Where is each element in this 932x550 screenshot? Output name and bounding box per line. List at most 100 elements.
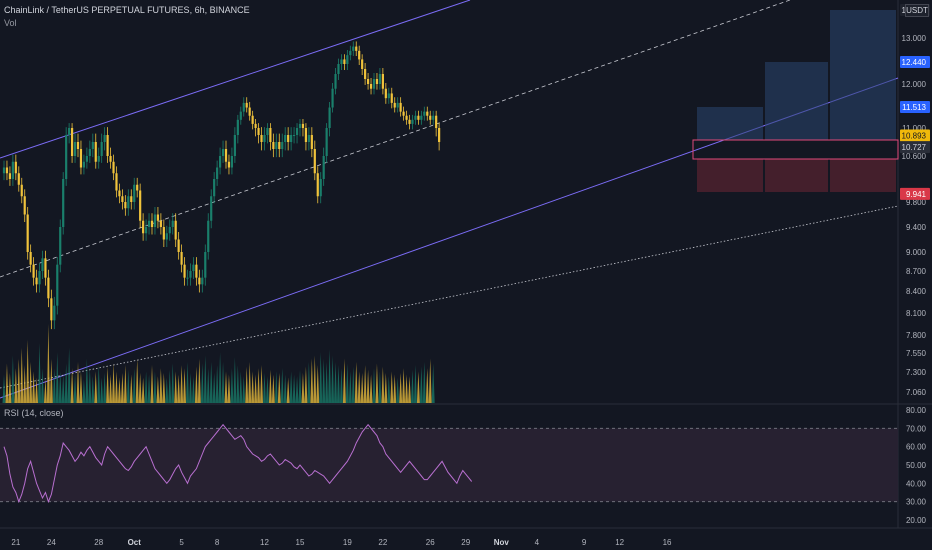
- price-tick-label: 8.100: [906, 309, 927, 318]
- rsi-tick-label: 20.00: [906, 516, 927, 525]
- candle-body: [124, 202, 127, 209]
- candle-body: [245, 102, 248, 108]
- candle-body: [417, 115, 420, 120]
- candle-body: [361, 59, 364, 69]
- volume-bar: [357, 371, 361, 403]
- volume-bar: [411, 369, 414, 403]
- candle-body: [405, 115, 408, 120]
- currency-badge[interactable]: USDT: [905, 4, 929, 17]
- volume-bar: [298, 369, 302, 403]
- time-tick-label: 9: [582, 538, 587, 547]
- candle-body: [106, 135, 109, 156]
- candle-body: [393, 102, 396, 108]
- candle-body: [112, 161, 115, 174]
- volume-bar: [425, 368, 429, 403]
- time-tick-label: Nov: [494, 538, 510, 547]
- volume-bar: [325, 361, 329, 403]
- candle-body: [414, 115, 417, 120]
- candle-body: [133, 184, 136, 202]
- volume-bar: [159, 368, 163, 403]
- candle-body: [224, 149, 228, 162]
- volume-bar: [11, 355, 15, 403]
- candle-body: [420, 115, 423, 120]
- price-badge: 9.941: [900, 187, 930, 200]
- volume-bar: [431, 363, 435, 403]
- time-tick-label: 19: [343, 538, 352, 547]
- candle-body: [239, 111, 242, 120]
- candle-body: [82, 161, 86, 168]
- volume-bar: [117, 377, 121, 403]
- price-badge: 11.513: [900, 101, 930, 113]
- volume-bar: [342, 358, 346, 403]
- price-tick-label: 11.000: [902, 124, 926, 133]
- price-badge-box: [900, 187, 930, 200]
- candle-body: [186, 277, 189, 279]
- candle-body: [20, 184, 23, 197]
- volume-bar: [304, 366, 308, 403]
- candle-body: [35, 277, 38, 285]
- candle-body: [402, 111, 405, 116]
- forecast-box-1: [697, 107, 763, 140]
- volume-bar: [245, 366, 249, 403]
- volume-bar: [378, 371, 382, 403]
- candle-body: [290, 135, 293, 142]
- volume-bar: [286, 377, 290, 403]
- chart-title: ChainLink / TetherUS PERPETUAL FUTURES, …: [4, 5, 250, 15]
- volume-bar: [55, 352, 59, 403]
- volume-bar: [251, 371, 255, 403]
- volume-bar: [348, 371, 352, 403]
- volume-bar: [331, 355, 335, 403]
- volume-bar: [112, 363, 115, 403]
- volume-bar: [277, 372, 281, 403]
- volume-bar: [239, 371, 243, 403]
- volume-bar: [413, 365, 417, 403]
- volume-bar: [103, 372, 107, 403]
- volume-bar: [337, 365, 340, 403]
- candle-body: [307, 135, 310, 142]
- volume-bar: [82, 379, 86, 403]
- candle-body: [183, 264, 186, 278]
- candle-body: [346, 55, 349, 64]
- forecast-box-3: [830, 10, 896, 140]
- rsi-tick-label: 50.00: [906, 461, 927, 470]
- candle-body: [227, 161, 231, 168]
- candle-body: [189, 271, 192, 278]
- volume-bar: [109, 374, 113, 403]
- price-badge-box: [900, 101, 930, 113]
- candle-body: [2, 167, 6, 174]
- volume-bar: [144, 371, 148, 403]
- price-badge-box: [900, 129, 930, 142]
- candle-body: [32, 264, 35, 278]
- volume-bar: [123, 365, 127, 403]
- volume-bar: [236, 365, 240, 403]
- rsi-tick-label: 80.00: [906, 406, 927, 415]
- candle-body: [180, 252, 183, 265]
- volume-bar: [17, 358, 21, 403]
- candle-body: [139, 190, 142, 221]
- candle-body: [310, 135, 313, 149]
- candle-body: [47, 277, 50, 299]
- volume-bar: [156, 376, 160, 403]
- candle-body: [352, 46, 355, 51]
- volume-bar: [209, 361, 213, 403]
- candle-body: [201, 277, 204, 285]
- candle-body: [366, 79, 370, 84]
- time-tick-label: 12: [260, 538, 269, 547]
- volume-bar: [268, 369, 272, 403]
- time-tick-label: 26: [426, 538, 435, 547]
- volume-bar: [49, 358, 53, 403]
- volume-bar: [328, 349, 332, 403]
- candle-body: [411, 119, 414, 124]
- candle-body: [301, 123, 305, 128]
- volume-bar: [399, 372, 403, 403]
- candle-body: [171, 220, 174, 227]
- volume-bar: [301, 372, 305, 403]
- candle-body: [62, 179, 65, 227]
- volume-bar: [351, 366, 355, 403]
- volume-bar: [32, 371, 36, 403]
- volume-bar: [64, 363, 68, 403]
- volume-bar: [29, 361, 33, 403]
- volume-bar: [100, 377, 104, 403]
- candle-body: [70, 128, 74, 156]
